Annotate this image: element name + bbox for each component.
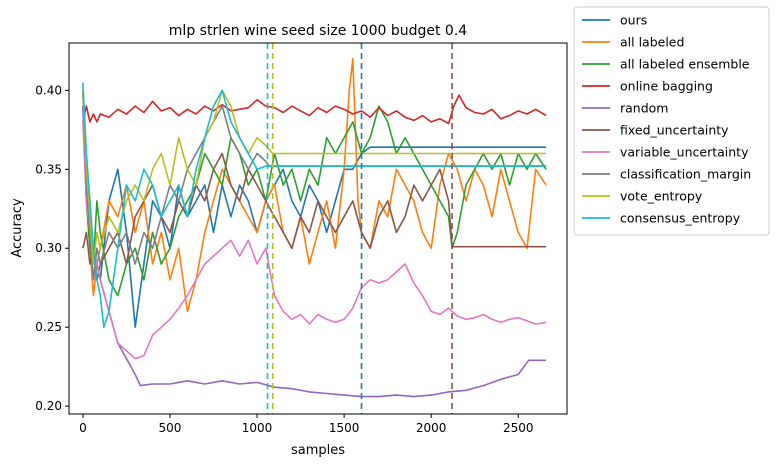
series-line-random (82, 106, 547, 398)
plot-area (82, 43, 547, 414)
series-line-fixed-uncertainty (82, 152, 547, 281)
series-line-all-labeled-ensemble (82, 90, 547, 297)
legend-label-all-labeled-ensemble: all labeled ensemble (620, 57, 750, 72)
x-axis: 0 500 1000 1500 2000 2500 (79, 414, 534, 435)
y-tick-label: 0.30 (35, 241, 62, 255)
y-tick-label: 0.25 (35, 320, 62, 334)
legend-label-fixed-uncertainty: fixed_uncertainty (620, 123, 729, 138)
y-axis: 0.20 0.25 0.30 0.35 0.40 (35, 83, 69, 413)
series-line-all-labeled (82, 57, 547, 313)
x-tick-label: 2000 (416, 421, 447, 435)
legend-label-consensus-entropy: consensus_entropy (620, 211, 741, 226)
legend-label-vote-entropy: vote_entropy (620, 189, 703, 204)
plot-frame (68, 42, 568, 415)
legend-label-all-labeled: all labeled (620, 35, 684, 50)
legend-label-random: random (620, 101, 668, 116)
series-line-variable-uncertainty (82, 121, 547, 360)
series-line-ours (82, 106, 547, 329)
legend-label-classification-margin: classification_margin (620, 167, 751, 182)
legend-label-variable-uncertainty: variable_uncertainty (620, 145, 749, 160)
y-axis-label: Accuracy (10, 198, 25, 258)
legend-label-online-bagging: online bagging (620, 79, 713, 94)
series-line-consensus-entropy (82, 82, 547, 329)
x-tick-label: 2500 (503, 421, 534, 435)
x-tick-label: 500 (159, 421, 182, 435)
x-axis-label: samples (291, 443, 345, 458)
legend-label-ours: ours (620, 13, 647, 28)
series-line-online-bagging (82, 94, 547, 125)
y-tick-label: 0.20 (35, 399, 62, 413)
legend-frame (573, 6, 770, 236)
chart-title: mlp strlen wine seed size 1000 budget 0.… (169, 23, 467, 39)
legend: ours all labeled all labeled ensemble onlin… (573, 6, 770, 236)
x-tick-label: 1500 (329, 421, 360, 435)
y-tick-label: 0.35 (35, 162, 62, 176)
x-tick-label: 1000 (242, 421, 273, 435)
x-tick-label: 0 (79, 421, 87, 435)
y-tick-label: 0.40 (35, 83, 62, 97)
